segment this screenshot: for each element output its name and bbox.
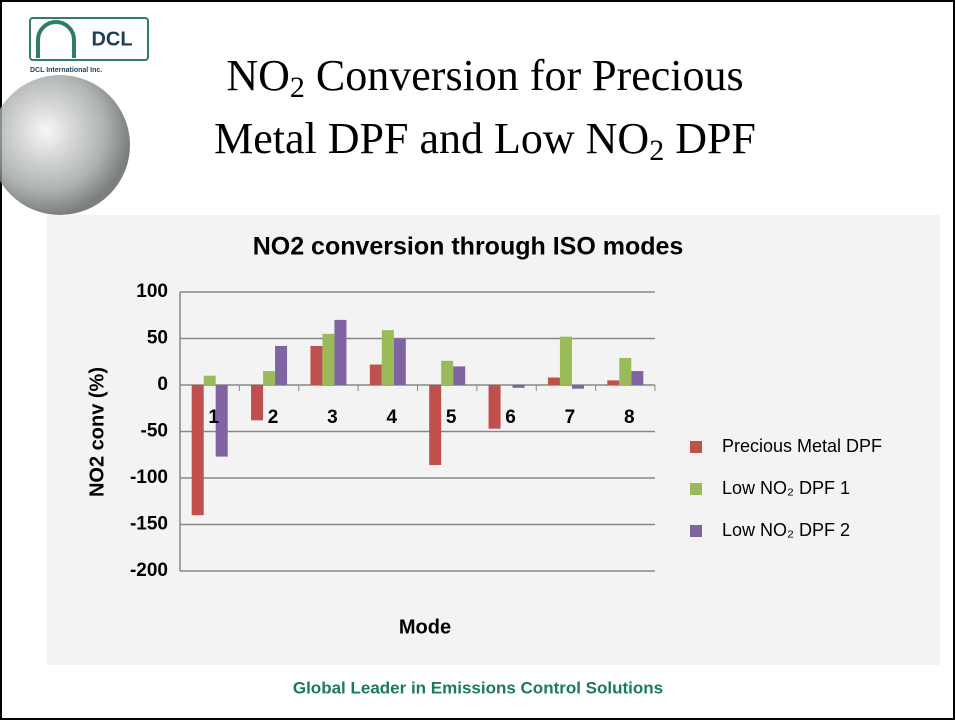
y-tick-label: 0 xyxy=(157,374,168,395)
y-axis-label: NO2 conv (%) xyxy=(86,367,108,497)
bar xyxy=(275,346,287,385)
legend-label: Low NO₂ DPF 1 xyxy=(722,478,850,498)
bar xyxy=(322,334,334,385)
bar xyxy=(370,365,382,385)
title-part: NO xyxy=(226,51,290,100)
x-tick-label: 3 xyxy=(327,407,338,428)
bar xyxy=(619,358,631,385)
bar xyxy=(382,330,394,385)
y-tick-label: 50 xyxy=(147,328,168,349)
bar xyxy=(263,371,275,385)
bar xyxy=(560,337,572,385)
bar xyxy=(548,378,560,385)
slide-title-line: NO2 Conversion for Precious xyxy=(226,51,743,104)
logo-caption: DCL International Inc. xyxy=(30,67,102,74)
chart-title: NO2 conversion through ISO modes xyxy=(253,233,684,261)
bar xyxy=(334,320,346,385)
y-tick-label: -50 xyxy=(141,421,168,442)
bar xyxy=(251,385,263,420)
slide: DCL DCL International Inc. NO2 Conversio… xyxy=(0,0,956,721)
legend-swatch xyxy=(690,483,702,495)
x-axis-label: Mode xyxy=(399,616,451,638)
bar xyxy=(453,366,465,385)
x-tick-label: 6 xyxy=(505,407,516,428)
x-tick-label: 1 xyxy=(208,407,219,428)
legend-label: Precious Metal DPF xyxy=(722,436,882,456)
y-tick-label: 100 xyxy=(136,281,168,302)
bar xyxy=(192,385,204,515)
title-subscript: 2 xyxy=(290,71,305,104)
bar xyxy=(572,385,584,389)
title-part: Metal DPF and Low NO xyxy=(214,114,649,163)
legend-label: Low NO₂ DPF 2 xyxy=(722,520,850,540)
legend-swatch xyxy=(690,525,702,537)
x-tick-label: 2 xyxy=(268,407,279,428)
logo-text: DCL xyxy=(91,28,132,50)
slide-title-line: Metal DPF and Low NO2 DPF xyxy=(214,114,756,167)
bar xyxy=(394,339,406,386)
bar xyxy=(429,385,441,465)
y-tick-label: -150 xyxy=(130,514,168,535)
title-subscript: 2 xyxy=(649,134,664,167)
bar xyxy=(489,385,501,429)
bar xyxy=(310,346,322,385)
bar xyxy=(204,376,216,385)
title-part: Conversion for Precious xyxy=(305,51,744,100)
footer: Global Leader in Emissions Control Solut… xyxy=(293,678,663,697)
bar xyxy=(441,361,453,385)
title-part: DPF xyxy=(664,114,756,163)
x-tick-label: 5 xyxy=(446,407,457,428)
x-tick-label: 8 xyxy=(624,407,635,428)
x-tick-label: 7 xyxy=(565,407,576,428)
y-tick-label: -200 xyxy=(130,560,168,581)
x-tick-label: 4 xyxy=(387,407,398,428)
bar xyxy=(513,385,525,388)
bar xyxy=(631,371,643,385)
bar xyxy=(607,380,619,385)
legend-swatch xyxy=(690,441,702,453)
y-tick-label: -100 xyxy=(130,467,168,488)
